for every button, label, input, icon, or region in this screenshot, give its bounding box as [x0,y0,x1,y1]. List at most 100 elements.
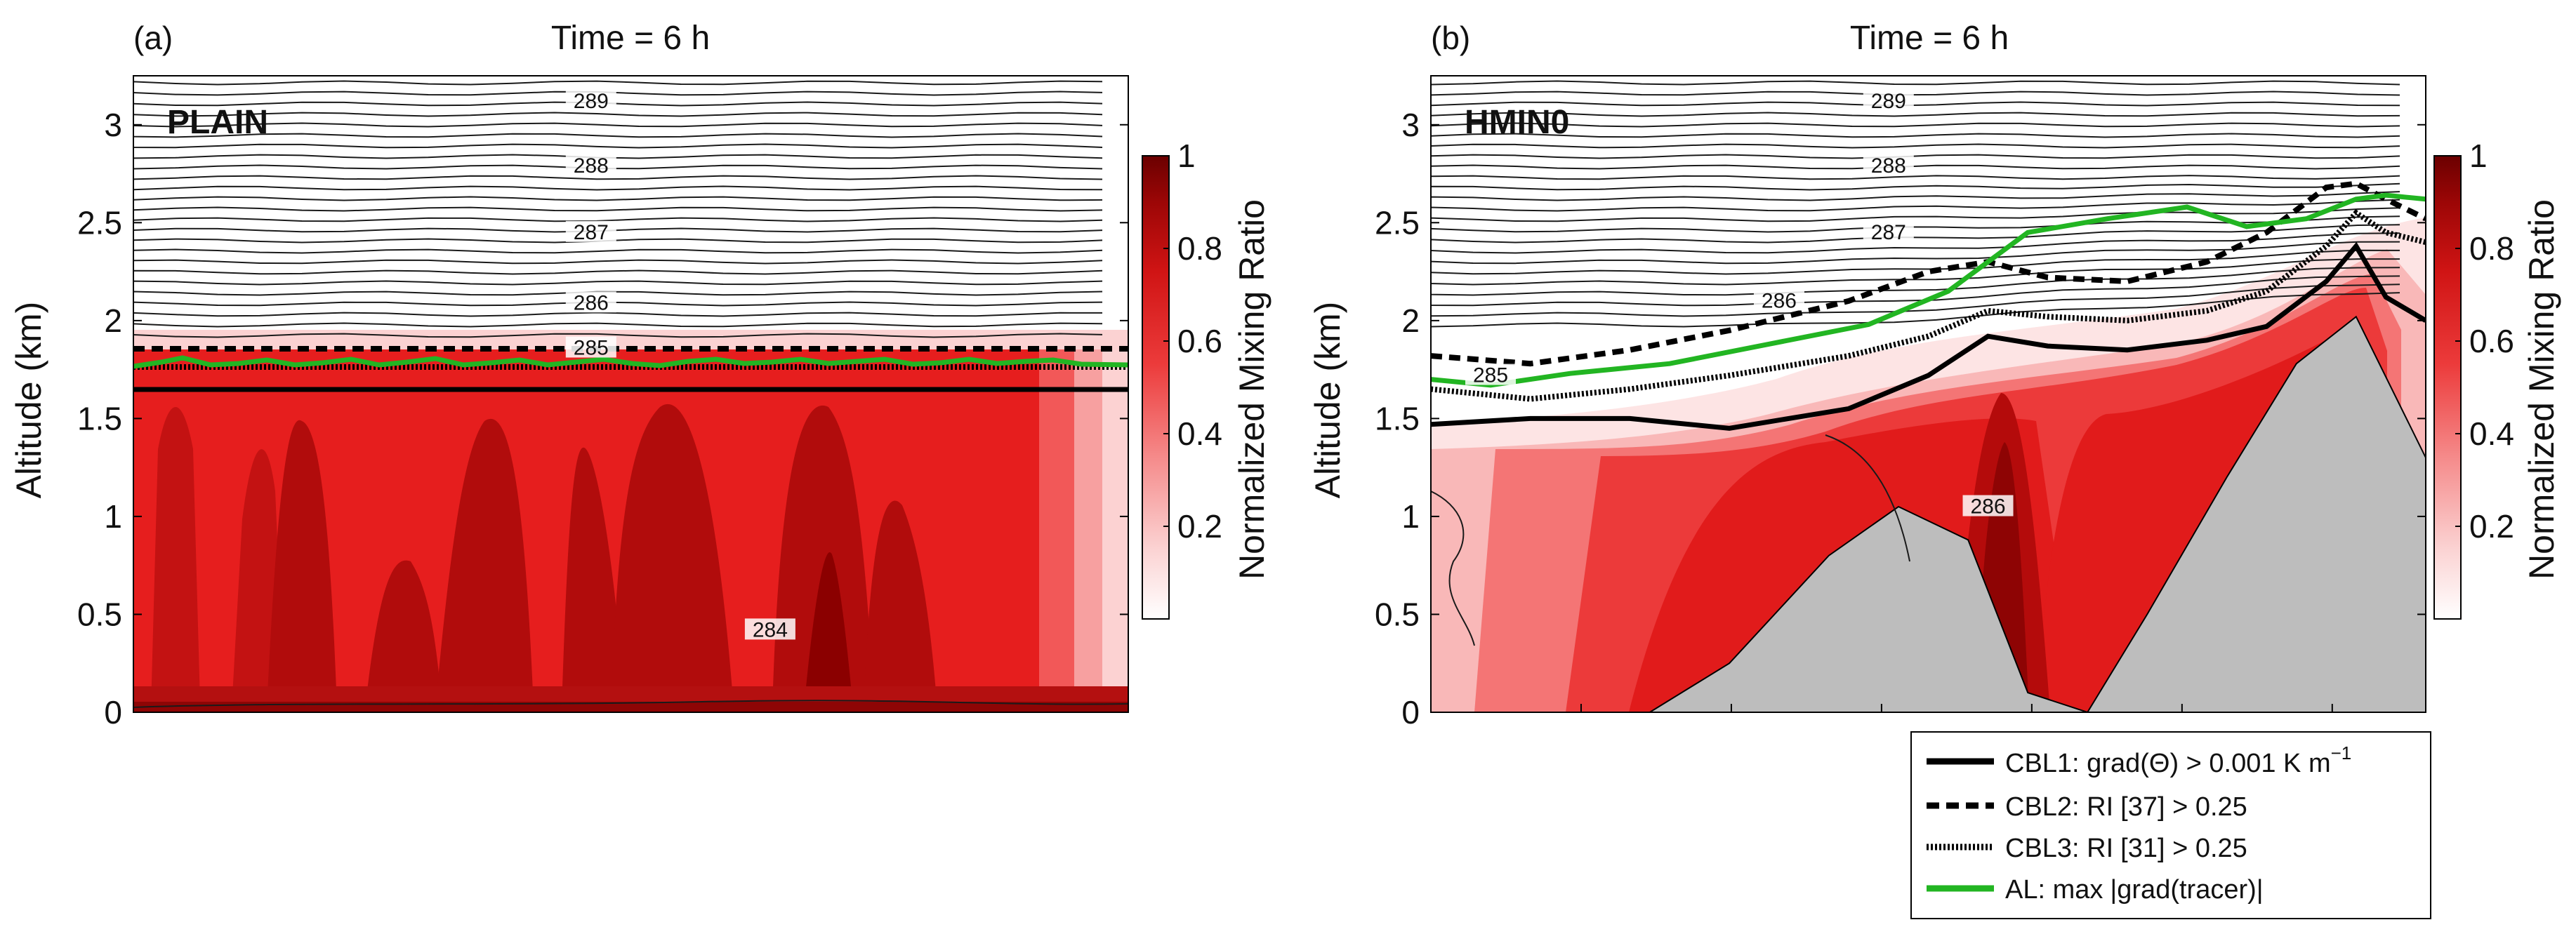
panel-b-isentrope [1431,275,2400,307]
legend-text-cbl1: CBL1: grad(Θ) > 0.001 K m [2005,749,2331,778]
panel-a-contour-label: 288 [574,154,609,178]
legend-abs-close: | [2257,875,2264,905]
panel-b-isentrope [1431,232,2400,254]
panel-a-isentrope [133,259,1103,265]
panel-b-ytick-label: 3 [1401,107,1420,143]
panel-a-isentrope [133,122,1103,128]
panel-b-colorbar-label: Normalized Mixing Ratio [2522,199,2561,580]
panel-b-axes-frame [1430,75,2426,713]
panel-b-isentrope [1431,241,2400,265]
panel-b-isentrope [1431,199,2400,212]
panel-a-isentrope [133,112,1103,117]
panel-b-colorbar-tick-label: 0.8 [2469,230,2514,267]
panel-b-isentrope [1431,491,1475,646]
panel-a-colorbar-tick-label: 0.6 [1177,323,1222,359]
panel-a-isentrope [133,133,1103,138]
panel-a-contour-label: 287 [574,221,609,244]
panel-a-colorbar-tick-label: 0.8 [1177,230,1222,267]
panel-b-isentrope [1431,175,2400,180]
panel-a-ytick-label: 1.5 [77,400,122,436]
panel-a-colorbar: 0.2 0.4 0.6 0.8 1 Normalized Mixing Ratio [1142,138,1272,620]
panel-a-ytick-label: 0.5 [77,596,122,632]
panel-b-isentrope [1431,258,2400,286]
panel-a-title: Time = 6 h [551,20,710,57]
legend: CBL1: grad(Θ) > 0.001 K m−1 CBL2: RI [37]… [1910,731,2431,919]
panel-b-ytick-label: 2.5 [1375,204,1420,241]
panel-b-cbl2-line [1431,180,2426,367]
panel-a-isentrope [133,333,1103,338]
panel-a-contour-label: 284 [753,618,788,641]
panel-b-isentrope [1431,267,2400,296]
panel-b-isentrope [1431,143,2400,149]
panel-a-colorbar-tick-label: 0.4 [1177,415,1222,452]
panel-a-ytick-label: 2.5 [77,204,122,241]
panel-b-colorbar-tick-label: 0.6 [2469,323,2514,359]
panel-b-isentrope [1431,249,2400,275]
panel-b-isentrope [1431,122,2400,128]
legend-entry-cbl3: CBL3: RI [31] > 0.25 [1927,834,2247,863]
panel-b-colorbar-tick-label: 0.2 [2469,508,2514,545]
panel-b-ytick-label: 1 [1401,498,1420,535]
panel-b-ytick-label: 0 [1401,694,1420,731]
panel-a-isentrope [133,175,1103,180]
panel-a-isentrope [133,700,1128,708]
panel-a-isentropes [133,80,1128,708]
legend-box [1910,731,2431,919]
panel-b-isentrope [1431,191,2400,201]
panel-a-isentrope [133,143,1103,149]
legend-text-cbl2: CBL2: RI [2005,792,2113,822]
panel-b-isentrope [1431,207,2400,222]
panel-b-ytick-label: 2 [1401,302,1420,339]
panel-a-ytick-label: 0 [104,694,122,731]
panel-b-isentrope [1431,112,2400,117]
panel-a: (a) Time = 6 h [9,20,1272,731]
panel-a-isentrope [133,322,1103,328]
panel-b-title: Time = 6 h [1850,20,2009,57]
panel-b-colorbar-tick-label: 1 [2469,138,2488,174]
panel-a-ytick-label: 3 [104,107,122,143]
panel-a-contour-label: 286 [574,291,609,314]
panel-a-isentrope [133,185,1103,191]
svg-text:CBL3: RI[31] > 0.25: CBL3: RI [31] > 0.25 [2005,834,2247,863]
panel-a-isentrope [133,312,1103,317]
legend-text-cbl3: CBL3: RI [2005,834,2113,863]
panel-a-isentrope [133,196,1103,201]
panel-a-ytick-label: 1 [104,498,122,535]
panel-b-colorbar-tick-label: 0.4 [2469,415,2514,452]
panel-a-isentrope [133,227,1103,233]
panel-a-ylabel: Altitude (km) [9,302,48,499]
panel-a-colorbar-tick-label: 1 [1177,138,1196,174]
panel-b-case-label: HMIN0 [1465,104,1569,141]
panel-b-contour-label: 289 [1871,90,1906,113]
panel-a-colorbar-label: Normalized Mixing Ratio [1232,199,1272,580]
panel-a-ytick-label: 2 [104,302,122,339]
legend-post-cbl3: [31] > 0.25 [2120,834,2247,863]
panel-b-ylabel: Altitude (km) [1308,302,1347,499]
panel-a-al-line [133,355,1128,369]
panel-b: (b) Time = 6 h 289 288 287 286 285 286 [1308,20,2561,731]
panel-a-isentrope [133,269,1103,275]
legend-entry-cbl2: CBL2: RI [37] > 0.25 [1927,792,2247,822]
panel-b-cbl3-line [1431,209,2426,402]
panel-b-ytick-label: 0.5 [1375,596,1420,632]
panel-b-isentrope [1431,80,2400,86]
panel-b-al-line [1431,192,2426,388]
panel-b-colorbar: 0.2 0.4 0.6 0.8 1 Normalized Mixing Ratio [2433,138,2561,620]
panel-a-isentrope [133,80,1103,86]
panel-b-isentrope [1431,182,2400,191]
panel-a-isentrope [133,206,1103,212]
legend-abs-open: | [2110,875,2117,905]
panel-a-contour-label: 285 [574,336,609,359]
panel-a-colorbar-tick-label: 0.2 [1177,508,1222,545]
panel-b-isentrope [1825,434,1910,562]
panel-b-colorbar-scale [2433,155,2462,620]
panel-b-contour-label: 286 [1762,290,1797,313]
panel-b-cbl1-line [1431,241,2426,431]
panel-a-label: (a) [133,20,173,56]
svg-text:CBL2: RI[37] > 0.25: CBL2: RI [37] > 0.25 [2005,792,2247,822]
svg-text:CBL1: grad(Θ) > 0.001 K m−1: CBL1: grad(Θ) > 0.001 K m−1 [2005,742,2351,778]
legend-post-cbl2: [37] > 0.25 [2120,792,2247,822]
panel-b-contour-label: 286 [1970,495,2005,519]
panel-a-case-label: PLAIN [167,104,268,141]
